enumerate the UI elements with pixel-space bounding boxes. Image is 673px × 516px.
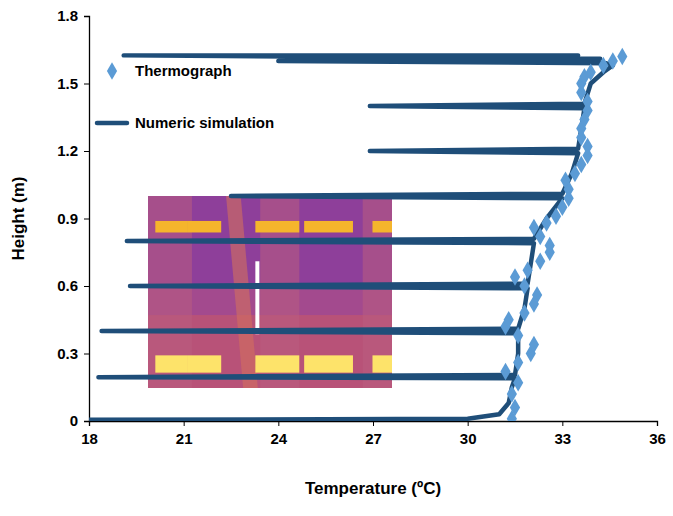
y-tick-label: 0.6 xyxy=(57,277,78,294)
x-tick-label: 18 xyxy=(81,430,98,447)
x-tick-label: 33 xyxy=(554,430,571,447)
inset-hot-strip xyxy=(155,355,187,372)
point xyxy=(532,286,542,304)
x-tick-mark xyxy=(657,421,658,426)
inset-hot-strip xyxy=(255,221,299,233)
inset-background xyxy=(148,196,392,388)
legend-label: Numeric simulation xyxy=(135,114,274,131)
point xyxy=(513,374,523,392)
y-tick-mark xyxy=(84,16,89,17)
y-tick-label: 0.3 xyxy=(57,345,78,362)
point xyxy=(608,52,618,70)
x-tick: 33 xyxy=(554,421,571,447)
x-tick: 21 xyxy=(176,421,193,447)
legend-label: Thermograph xyxy=(135,62,232,79)
inset-hot-strip xyxy=(155,221,187,233)
point xyxy=(617,48,627,66)
point xyxy=(513,327,523,345)
chart: 18 21 24 27 30 33 36 0 0.3 0.6 0.9 1.2 1.5 1.8 Thermog… xyxy=(0,0,673,516)
point xyxy=(535,252,545,270)
x-tick-label: 30 xyxy=(460,430,477,447)
point xyxy=(504,311,514,329)
x-tick-label: 36 xyxy=(649,430,666,447)
point xyxy=(519,277,529,295)
x-tick-mark xyxy=(184,421,185,426)
y-tick-label: 0 xyxy=(70,412,78,429)
y-tick: 1.8 xyxy=(57,7,89,24)
x-tick: 27 xyxy=(365,421,382,447)
point xyxy=(523,261,533,279)
y-tick-mark xyxy=(84,219,89,220)
inset-edge xyxy=(226,196,258,388)
y-tick-label: 1.8 xyxy=(57,7,78,24)
x-tick-label: 21 xyxy=(176,430,193,447)
y-tick: 1.5 xyxy=(57,75,89,92)
x-tick: 36 xyxy=(649,421,666,447)
inset-hot-strip xyxy=(187,221,221,233)
point xyxy=(541,214,551,232)
y-tick-mark xyxy=(84,84,89,85)
inset-hot-strip xyxy=(372,355,392,372)
inset-hot-strip xyxy=(304,221,353,233)
inset-thermal-image xyxy=(148,196,392,388)
point xyxy=(529,219,539,237)
y-tick-mark xyxy=(84,354,89,355)
legend-swatch xyxy=(97,121,127,126)
inset-hot-strip xyxy=(255,355,299,372)
point xyxy=(507,385,517,403)
inset-column xyxy=(363,196,392,388)
x-tick-mark xyxy=(468,421,469,426)
legend-swatch xyxy=(107,62,117,80)
x-axis: 18 21 24 27 30 33 36 xyxy=(81,421,666,447)
y-axis-title: Height (m) xyxy=(9,176,28,260)
y-tick: 0.6 xyxy=(57,277,89,294)
inset-hot-strip xyxy=(304,355,353,372)
legend: Thermograph Numeric simulation xyxy=(97,62,274,131)
x-tick: 18 xyxy=(81,421,98,447)
y-tick: 1.2 xyxy=(57,142,89,159)
plot: 18 21 24 27 30 33 36 0 0.3 0.6 0.9 1.2 1.5 1.8 Thermog… xyxy=(57,7,666,447)
x-tick-mark xyxy=(562,421,563,426)
point xyxy=(529,336,539,354)
y-tick: 0 xyxy=(70,412,89,429)
legend-entry: Thermograph xyxy=(107,62,232,80)
x-axis-line xyxy=(90,422,658,427)
y-tick-mark xyxy=(84,421,89,422)
x-tick-label: 27 xyxy=(365,430,382,447)
point xyxy=(500,363,510,381)
x-tick: 24 xyxy=(270,421,287,447)
y-axis: 0 0.3 0.6 0.9 1.2 1.5 1.8 xyxy=(57,7,89,429)
y-tick-label: 1.2 xyxy=(57,142,78,159)
x-tick: 30 xyxy=(460,421,477,447)
inset-hot-strip xyxy=(187,355,221,372)
y-tick-mark xyxy=(84,151,89,152)
x-tick-mark xyxy=(278,421,279,426)
legend-entry: Numeric simulation xyxy=(97,114,274,131)
data-area xyxy=(89,48,627,421)
point xyxy=(598,57,608,75)
y-tick: 0.9 xyxy=(57,210,89,227)
x-tick-mark xyxy=(373,421,374,426)
line xyxy=(89,55,613,420)
point xyxy=(510,268,520,286)
point xyxy=(545,237,555,255)
x-axis-title: Temperature (ºC) xyxy=(305,479,441,498)
inset-hot-strip xyxy=(372,221,392,233)
point xyxy=(560,171,570,189)
y-tick-label: 0.9 xyxy=(57,210,78,227)
x-tick-label: 24 xyxy=(270,430,287,447)
y-tick-mark xyxy=(84,286,89,287)
point xyxy=(586,63,596,81)
inset-marker xyxy=(255,261,259,334)
inset-column xyxy=(148,196,192,388)
point xyxy=(513,354,523,372)
point xyxy=(519,304,529,322)
y-tick: 0.3 xyxy=(57,345,89,362)
y-axis-line xyxy=(84,17,90,422)
y-tick-label: 1.5 xyxy=(57,75,78,92)
